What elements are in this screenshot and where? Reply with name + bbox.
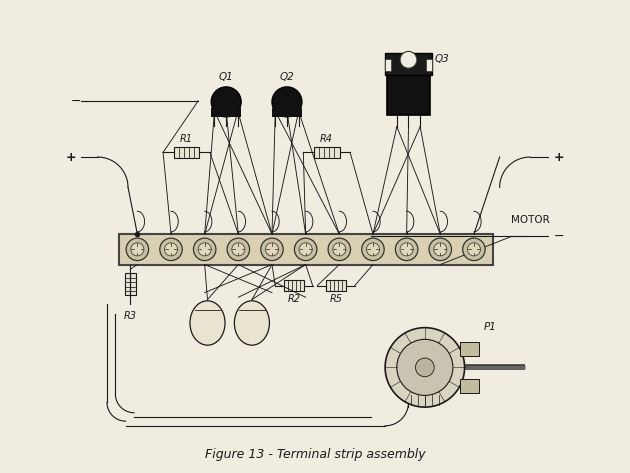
Circle shape: [227, 238, 249, 261]
Text: +: +: [553, 150, 564, 164]
Bar: [314, 147, 340, 158]
Circle shape: [164, 243, 178, 256]
Text: Figure 13 - Terminal strip assembly: Figure 13 - Terminal strip assembly: [205, 448, 425, 461]
Ellipse shape: [190, 301, 225, 345]
Circle shape: [400, 243, 413, 256]
Circle shape: [462, 238, 485, 261]
Bar: [427, 59, 432, 70]
FancyBboxPatch shape: [118, 234, 493, 264]
Text: P1: P1: [483, 322, 496, 333]
Circle shape: [429, 238, 452, 261]
Bar: [326, 280, 347, 291]
Circle shape: [193, 238, 216, 261]
Circle shape: [416, 358, 434, 377]
Text: Q3: Q3: [434, 53, 449, 63]
Text: R4: R4: [320, 134, 333, 144]
Bar: [272, 108, 302, 117]
Bar: [174, 147, 199, 158]
Text: −: −: [553, 230, 564, 243]
Circle shape: [362, 238, 384, 261]
Text: +: +: [66, 150, 77, 164]
Bar: [284, 280, 304, 291]
Text: C2: C2: [246, 320, 258, 330]
Text: R3: R3: [124, 311, 137, 321]
Circle shape: [160, 238, 182, 261]
Circle shape: [131, 243, 144, 256]
Bar: [460, 342, 479, 356]
Text: −: −: [71, 95, 81, 107]
Circle shape: [211, 87, 241, 117]
Circle shape: [294, 238, 317, 261]
Circle shape: [232, 243, 245, 256]
Circle shape: [299, 243, 312, 256]
Circle shape: [397, 339, 453, 395]
Text: MOTOR: MOTOR: [512, 215, 550, 225]
Bar: [125, 273, 136, 295]
Circle shape: [396, 238, 418, 261]
Circle shape: [333, 243, 346, 256]
Circle shape: [433, 243, 447, 256]
Circle shape: [385, 328, 464, 407]
Ellipse shape: [234, 301, 270, 345]
Circle shape: [400, 52, 417, 68]
Text: Q2: Q2: [280, 72, 294, 82]
Text: R1: R1: [180, 134, 193, 144]
Circle shape: [198, 243, 211, 256]
Circle shape: [467, 243, 481, 256]
Bar: [460, 379, 479, 393]
Circle shape: [265, 243, 278, 256]
Bar: [211, 108, 241, 117]
Circle shape: [328, 238, 350, 261]
Circle shape: [261, 238, 284, 261]
Bar: [385, 59, 391, 70]
Circle shape: [272, 87, 302, 117]
Text: R2: R2: [287, 294, 301, 304]
Bar: [387, 68, 430, 115]
Bar: [385, 53, 432, 75]
Text: Q1: Q1: [219, 72, 234, 82]
Circle shape: [126, 238, 149, 261]
Circle shape: [367, 243, 379, 256]
Text: R5: R5: [329, 294, 343, 304]
Text: C1: C1: [201, 320, 214, 330]
